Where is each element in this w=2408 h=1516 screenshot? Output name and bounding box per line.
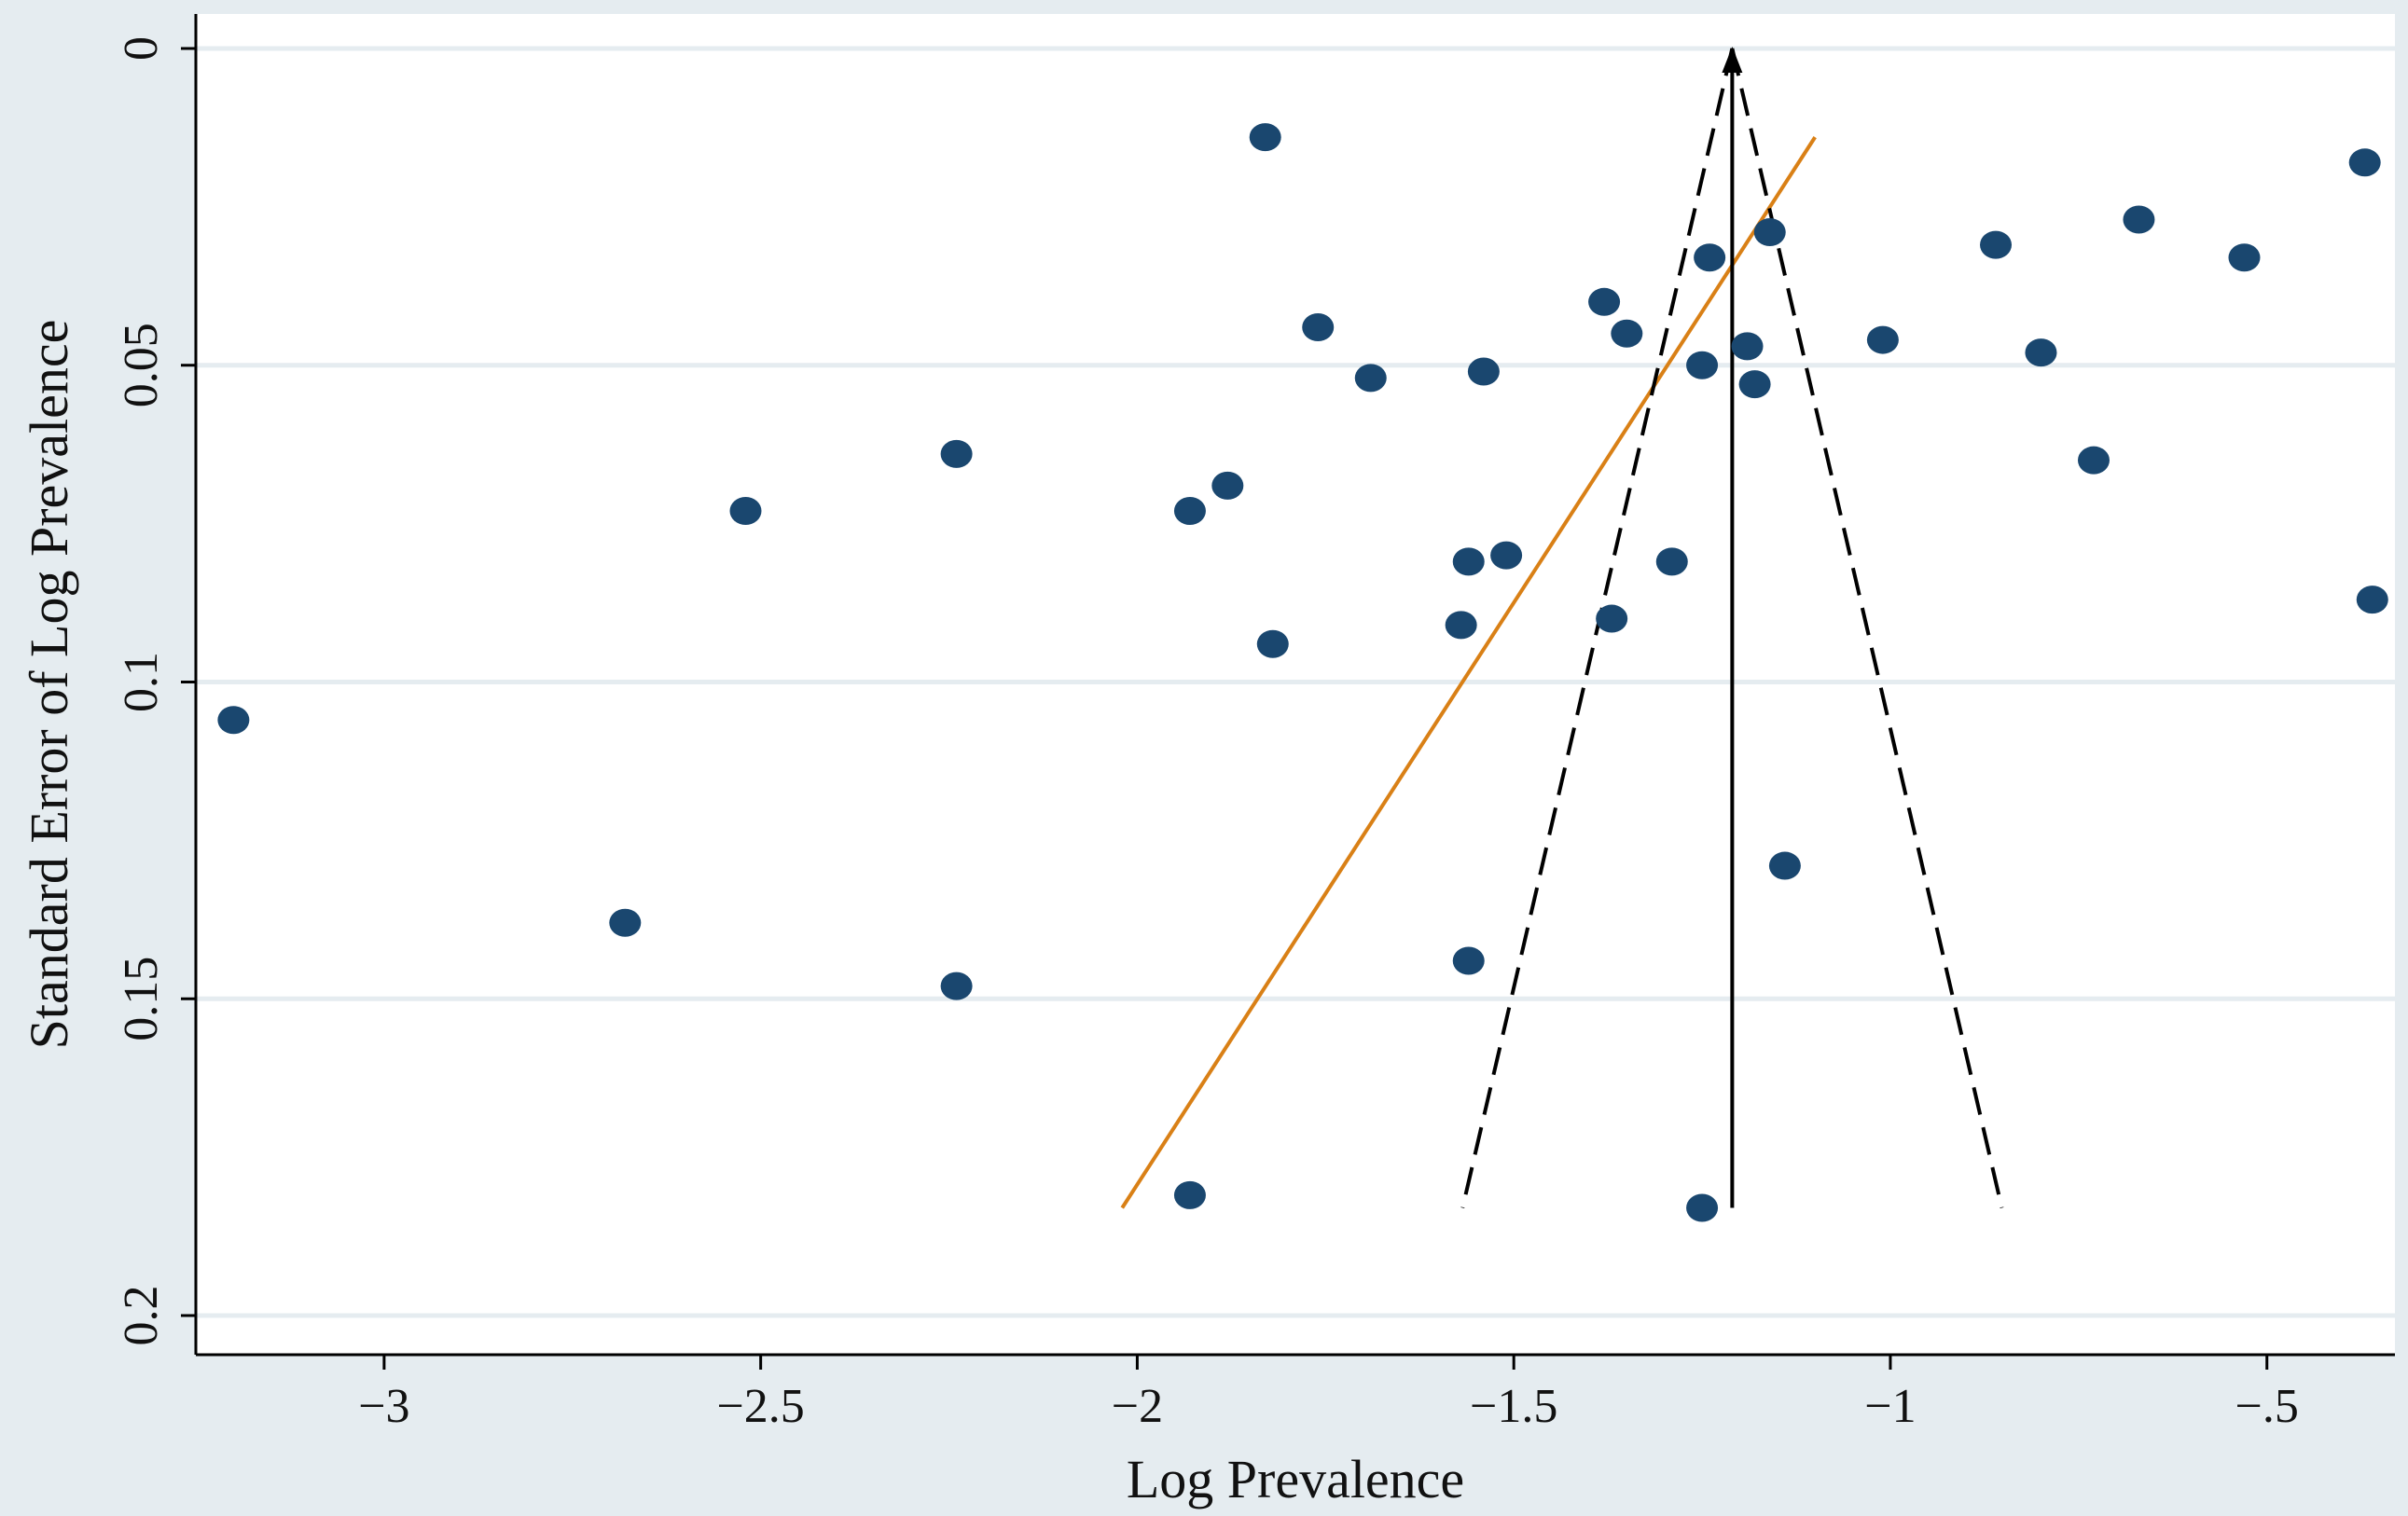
y-tick-label: 0.15 (115, 957, 168, 1041)
x-tick-label: −1 (1864, 1380, 1916, 1433)
data-point (1249, 123, 1281, 152)
pseudo-ci-line (1460, 48, 1735, 1208)
data-point (1302, 312, 1335, 341)
data-point (1655, 547, 1688, 576)
data-point (609, 908, 642, 937)
data-point (2356, 586, 2388, 614)
data-point (2123, 205, 2155, 234)
data-point (1490, 541, 1523, 570)
x-tick-label: −2 (1112, 1380, 1163, 1433)
data-point (217, 706, 250, 735)
data-point (1588, 287, 1621, 316)
y-tick-label: 0.2 (115, 1286, 168, 1346)
x-tick-label: −3 (358, 1380, 409, 1433)
grid-layer (196, 46, 2395, 1318)
data-point (1173, 1180, 1206, 1209)
data-point (1731, 332, 1764, 361)
data-point (2077, 446, 2110, 475)
y-tick-label: 0 (115, 36, 168, 61)
data-point (2348, 148, 2381, 177)
data-point (1452, 946, 1485, 975)
data-point (940, 439, 973, 468)
data-point (1467, 357, 1500, 386)
data-point (1445, 611, 1477, 640)
x-axis-title: Log Prevalence (1127, 1449, 1464, 1509)
y-tick-label: 0.1 (115, 652, 168, 712)
y-tick-label: 0.05 (115, 323, 168, 407)
data-point (1354, 364, 1387, 393)
data-point (1686, 351, 1719, 379)
data-point (2025, 338, 2057, 367)
data-point (1980, 230, 2013, 259)
y-axis-title: Standard Error of Log Prevalence (19, 320, 79, 1050)
data-point (729, 497, 762, 526)
data-point (940, 972, 973, 1000)
data-point (1694, 243, 1726, 272)
data-point (1211, 471, 1244, 500)
data-point (1611, 319, 1643, 348)
pseudo-ci-line (1730, 48, 2004, 1208)
lines-layer (1120, 47, 2004, 1209)
ticks-layer: 0 0.05 0.1 0.15 0.2 −3 −2.5 −2 −1.5 −1 −.5 (115, 36, 2299, 1433)
pooled-estimate-arrowhead (1722, 47, 1743, 73)
data-point (1173, 497, 1206, 526)
data-point (1452, 547, 1485, 576)
axes-layer (194, 14, 2395, 1357)
points-layer (217, 123, 2388, 1222)
data-point (1686, 1193, 1719, 1222)
x-tick-label: −.5 (2235, 1380, 2299, 1433)
data-point (2228, 243, 2261, 272)
data-point (1738, 370, 1771, 399)
regression-line (1120, 136, 1817, 1209)
data-point (1768, 851, 1801, 880)
x-tick-label: −1.5 (1470, 1380, 1557, 1433)
x-tick-label: −2.5 (716, 1380, 804, 1433)
data-point (1753, 218, 1786, 247)
data-point (1866, 325, 1899, 354)
data-point (1256, 629, 1289, 658)
data-point (1596, 604, 1628, 633)
